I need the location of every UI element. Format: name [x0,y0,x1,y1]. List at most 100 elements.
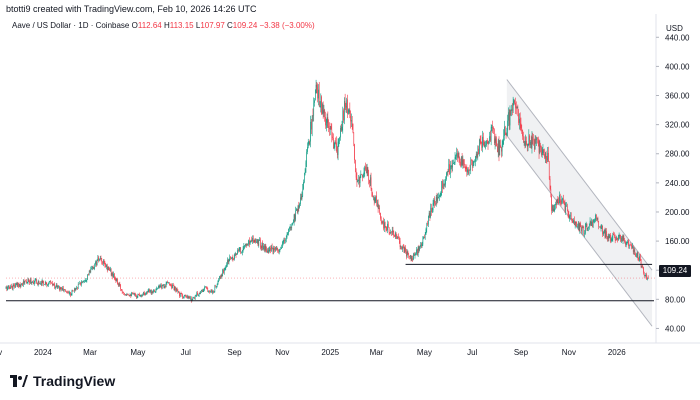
candle-body [96,260,98,266]
y-tick-label: 40.00 [665,324,686,333]
candle-body [300,197,301,205]
candle-body [398,238,400,241]
candle-body [460,161,461,166]
candle-body [636,256,637,257]
candle-body [252,238,254,241]
candle-body [117,284,119,286]
candle-body [256,239,258,242]
candle-body [366,167,368,173]
candle-body [627,240,629,243]
candle-body [57,286,59,288]
candle-body [477,148,479,158]
candle-body [559,194,560,204]
candle-body [501,144,503,152]
candle-body [599,227,600,228]
candle-body [136,296,137,298]
candle-body [433,199,435,204]
candle-body [170,285,172,286]
candle-body [216,285,217,288]
candle-body [362,174,363,178]
candle-body [526,144,528,147]
candle-body [75,288,77,291]
currency-label[interactable]: USD [666,24,683,33]
candle-body [641,265,643,267]
tradingview-logo[interactable]: TradingView [10,373,115,389]
candle-body [72,290,74,292]
symbol-title[interactable]: Aave / US Dollar · 1D · Coinbase [12,21,130,30]
candle-body [535,139,537,140]
candle-body [255,238,256,243]
candle-body [111,272,113,276]
tradingview-logo-icon [10,375,28,387]
candle-body [223,269,224,273]
candle-body [406,251,408,257]
candle-body [334,142,336,148]
candle-body [286,234,288,237]
candle-body [271,246,273,248]
y-tick-label: 240.00 [665,179,690,188]
candle-body [60,287,62,289]
candle-body [497,140,499,153]
candle-body [285,236,287,240]
candle-body [284,240,285,241]
candle-body [570,215,571,217]
candle-body [355,159,356,171]
candle-body [282,242,283,248]
candle-body [647,275,649,279]
candle-body [624,240,625,242]
candle-body [400,246,402,248]
candle-body [304,173,305,183]
candle-body [458,152,460,158]
candle-body [37,280,39,285]
candle-body [605,231,607,238]
candle-body [579,223,581,232]
candle-body [642,265,643,268]
candle-body [143,292,145,294]
candle-body [293,221,294,223]
candle-body [253,240,255,243]
candle-body [512,109,513,111]
change-value: −3.38 (−3.00%) [259,21,315,30]
candle-body [417,246,419,255]
candle-body [26,281,27,283]
candle-body [424,236,425,239]
candle-body [493,129,495,144]
candle-body [552,205,553,211]
candle-body [352,124,354,133]
candle-body [366,169,367,173]
candle-body [19,283,20,287]
candle-body [570,215,572,219]
candle-body [441,181,442,194]
candle-body [169,284,171,286]
candle-body [506,130,508,135]
candle-body [380,212,381,219]
candle-body [348,109,350,113]
candle-body [227,260,228,265]
candle-body [337,141,339,156]
candle-body [243,245,245,249]
candle-body [67,292,69,293]
candle-body [396,237,398,239]
candle-body [292,222,293,225]
candle-body [228,259,230,263]
low-label: L [195,21,201,30]
candle-body [104,262,106,265]
candle-body [392,230,394,233]
candle-body [421,244,423,246]
candle-body [226,264,227,268]
candle-body [345,106,347,108]
candle-body [133,293,135,295]
candle-body [643,272,645,277]
candle-body [545,152,547,159]
candle-body [80,283,81,285]
candle-body [532,136,534,140]
y-tick-label: 160.00 [665,237,690,246]
candle-body [319,106,321,107]
candle-body [30,279,32,283]
candle-body [414,254,416,256]
candle-body [307,146,308,152]
candle-body [633,249,635,252]
candle-body [328,125,329,129]
candle-body [484,145,486,147]
